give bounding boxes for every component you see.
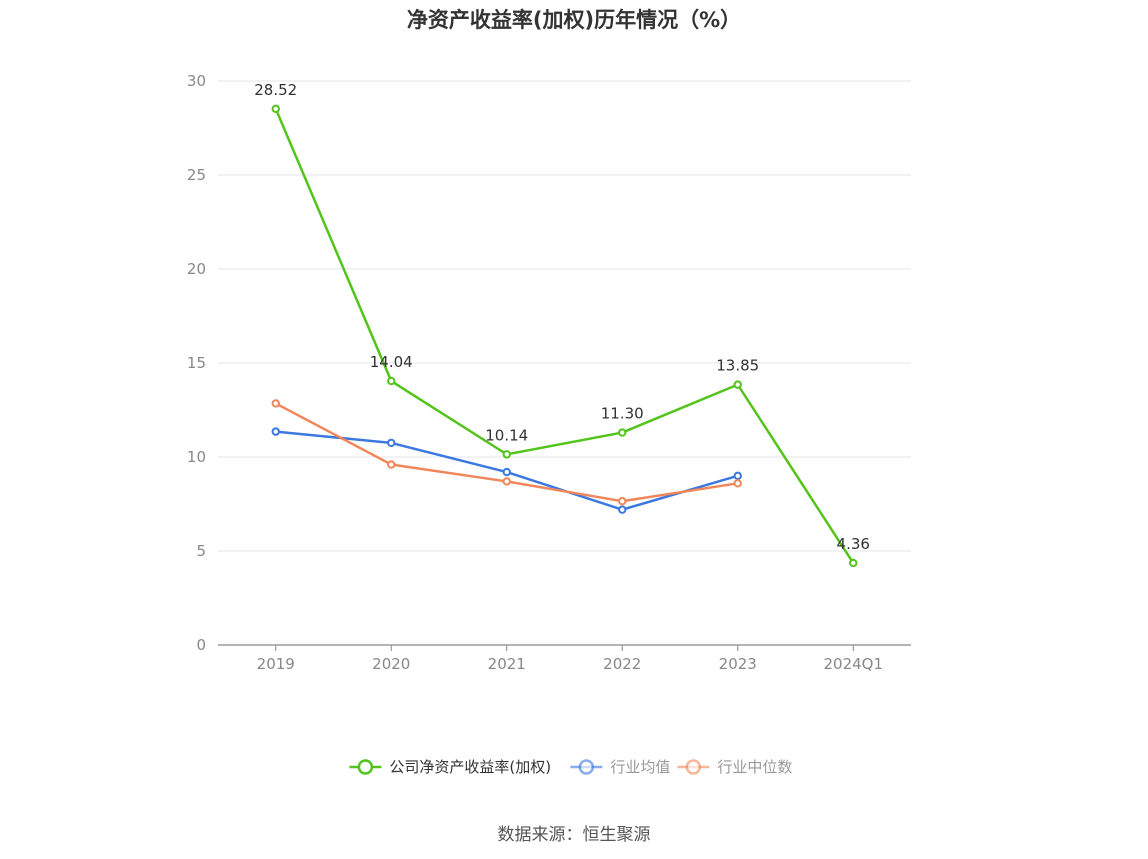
legend-label: 公司净资产收益率(加权)	[389, 758, 551, 776]
y-tick-label: 15	[187, 354, 206, 372]
y-tick-label: 10	[187, 448, 206, 466]
data-label: 14.04	[370, 353, 413, 371]
data-point	[387, 376, 396, 386]
data-point	[733, 479, 742, 488]
series-line	[274, 108, 855, 564]
y-tick-label: 0	[196, 636, 206, 654]
data-label: 4.36	[837, 535, 870, 553]
y-tick-label: 30	[187, 72, 206, 90]
legend-marker	[357, 759, 374, 775]
y-tick-label: 5	[196, 542, 206, 560]
x-tick-label: 2019	[257, 655, 295, 673]
data-point	[387, 460, 396, 469]
x-tick-label: 2022	[603, 655, 641, 673]
data-label: 13.85	[716, 357, 759, 375]
y-tick-label: 25	[187, 166, 206, 184]
data-point	[618, 505, 627, 514]
data-point	[502, 450, 511, 459]
data-label: 11.30	[601, 405, 644, 423]
legend: 公司净资产收益率(加权) 行业均值 行业中位数	[349, 758, 792, 776]
axes: 0 5 10 15 20 25 30 2019 2020 2021 2022 2023 2024Q1	[187, 72, 911, 673]
x-tick-label: 2024Q1	[823, 655, 883, 673]
data-point	[387, 438, 396, 448]
data-point	[271, 427, 280, 436]
legend-marker	[685, 759, 702, 775]
chart-title: 净资产收益率(加权)历年情况（%）	[406, 8, 742, 32]
legend-label: 行业中位数	[717, 758, 792, 776]
legend-item: 行业中位数	[677, 758, 792, 776]
data-label: 10.14	[485, 426, 528, 444]
data-point	[502, 467, 511, 477]
data-point	[271, 399, 280, 408]
legend-item: 行业均值	[570, 758, 670, 776]
data-point	[849, 558, 858, 568]
legend-marker	[578, 759, 595, 775]
legend-item: 公司净资产收益率(加权)	[349, 758, 551, 776]
data-point	[733, 380, 742, 389]
data-point	[618, 496, 627, 506]
data-point	[733, 471, 742, 480]
data-point	[618, 428, 627, 437]
gridlines	[218, 80, 911, 552]
series-layer	[271, 104, 858, 568]
x-tick-label: 2020	[372, 655, 410, 673]
data-point	[502, 477, 511, 486]
x-tick-label: 2021	[488, 655, 526, 673]
y-tick-label: 20	[187, 260, 206, 278]
data-point	[271, 104, 280, 114]
source-note: 数据来源：恒生聚源	[497, 825, 651, 845]
data-label: 28.52	[254, 81, 297, 99]
legend-label: 行业均值	[610, 758, 670, 776]
x-tick-label: 2023	[719, 655, 757, 673]
data-labels: 28.52 14.04 10.14 11.30 13.85 4.36	[254, 81, 870, 553]
